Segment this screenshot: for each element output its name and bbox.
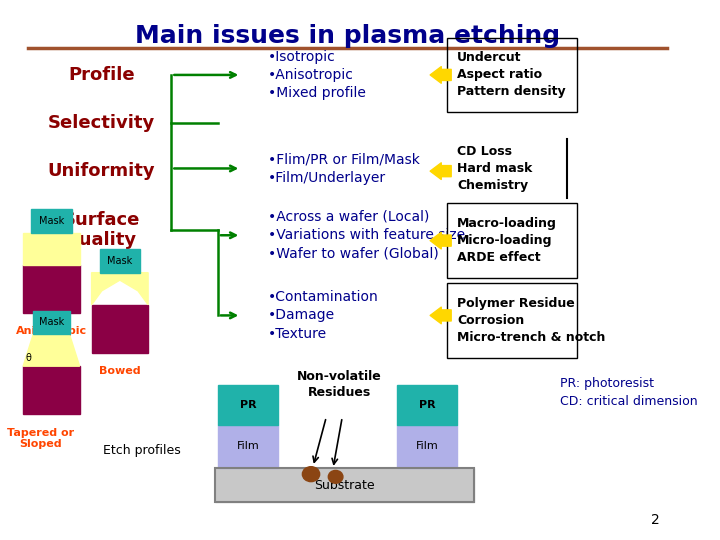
Text: PR: PR bbox=[419, 400, 436, 410]
Ellipse shape bbox=[302, 467, 320, 482]
Text: Tapered or
Sloped: Tapered or Sloped bbox=[7, 428, 74, 449]
Bar bbox=[31, 209, 72, 233]
Bar bbox=[397, 385, 457, 425]
Text: Macro-loading
Micro-loading
ARDE effect: Macro-loading Micro-loading ARDE effect bbox=[457, 217, 557, 264]
Text: Etch profiles: Etch profiles bbox=[102, 444, 180, 457]
Text: Main issues in plasma etching: Main issues in plasma etching bbox=[135, 24, 560, 48]
Text: •Isotropic
•Anisotropic
•Mixed profile: •Isotropic •Anisotropic •Mixed profile bbox=[268, 50, 366, 100]
Text: •Across a wafer (Local)
•Variations with feature size
•Wafer to wafer (Global): •Across a wafer (Local) •Variations with… bbox=[268, 210, 465, 261]
FancyArrowPatch shape bbox=[430, 307, 451, 324]
Bar bbox=[23, 233, 80, 265]
Text: Anisotropic: Anisotropic bbox=[15, 326, 86, 336]
Text: Film: Film bbox=[236, 441, 259, 451]
Bar bbox=[99, 249, 140, 273]
Bar bbox=[397, 425, 457, 468]
Text: CD Loss
Hard mask
Chemistry: CD Loss Hard mask Chemistry bbox=[457, 145, 533, 192]
Text: Substrate: Substrate bbox=[314, 478, 374, 491]
Polygon shape bbox=[91, 273, 148, 305]
Text: Surface
quality: Surface quality bbox=[63, 211, 140, 249]
Text: •Flim/PR or Film/Mask
•Film/Underlayer: •Flim/PR or Film/Mask •Film/Underlayer bbox=[268, 152, 420, 185]
Bar bbox=[218, 425, 278, 468]
Text: Bowed: Bowed bbox=[99, 366, 141, 376]
Bar bbox=[23, 366, 80, 414]
Text: Undercut
Aspect ratio
Pattern density: Undercut Aspect ratio Pattern density bbox=[457, 51, 566, 98]
Text: Profile: Profile bbox=[68, 66, 135, 84]
Text: 2: 2 bbox=[652, 512, 660, 526]
Bar bbox=[91, 305, 148, 353]
Polygon shape bbox=[23, 334, 80, 366]
Text: Mask: Mask bbox=[39, 318, 64, 327]
Text: Mask: Mask bbox=[107, 256, 132, 266]
Bar bbox=[218, 385, 278, 425]
FancyArrowPatch shape bbox=[430, 163, 451, 179]
Text: Non-volatile
Residues: Non-volatile Residues bbox=[297, 370, 382, 400]
Text: PR: photoresist
CD: critical dimension: PR: photoresist CD: critical dimension bbox=[560, 377, 698, 408]
Text: Polymer Residue
Corrosion
Micro-trench & notch: Polymer Residue Corrosion Micro-trench &… bbox=[457, 298, 606, 345]
Text: •Contamination
•Damage
•Texture: •Contamination •Damage •Texture bbox=[268, 290, 379, 341]
Text: Uniformity: Uniformity bbox=[48, 162, 156, 180]
Text: Mask: Mask bbox=[39, 216, 64, 226]
FancyArrowPatch shape bbox=[430, 232, 451, 249]
Bar bbox=[215, 468, 474, 503]
Text: θ: θ bbox=[26, 353, 32, 363]
Text: Film: Film bbox=[416, 441, 438, 451]
Bar bbox=[23, 265, 80, 313]
FancyArrowPatch shape bbox=[430, 66, 451, 83]
Text: Selectivity: Selectivity bbox=[48, 114, 156, 132]
Text: PR: PR bbox=[240, 400, 256, 410]
Bar bbox=[215, 468, 474, 503]
Ellipse shape bbox=[328, 470, 343, 483]
Bar bbox=[33, 310, 70, 334]
